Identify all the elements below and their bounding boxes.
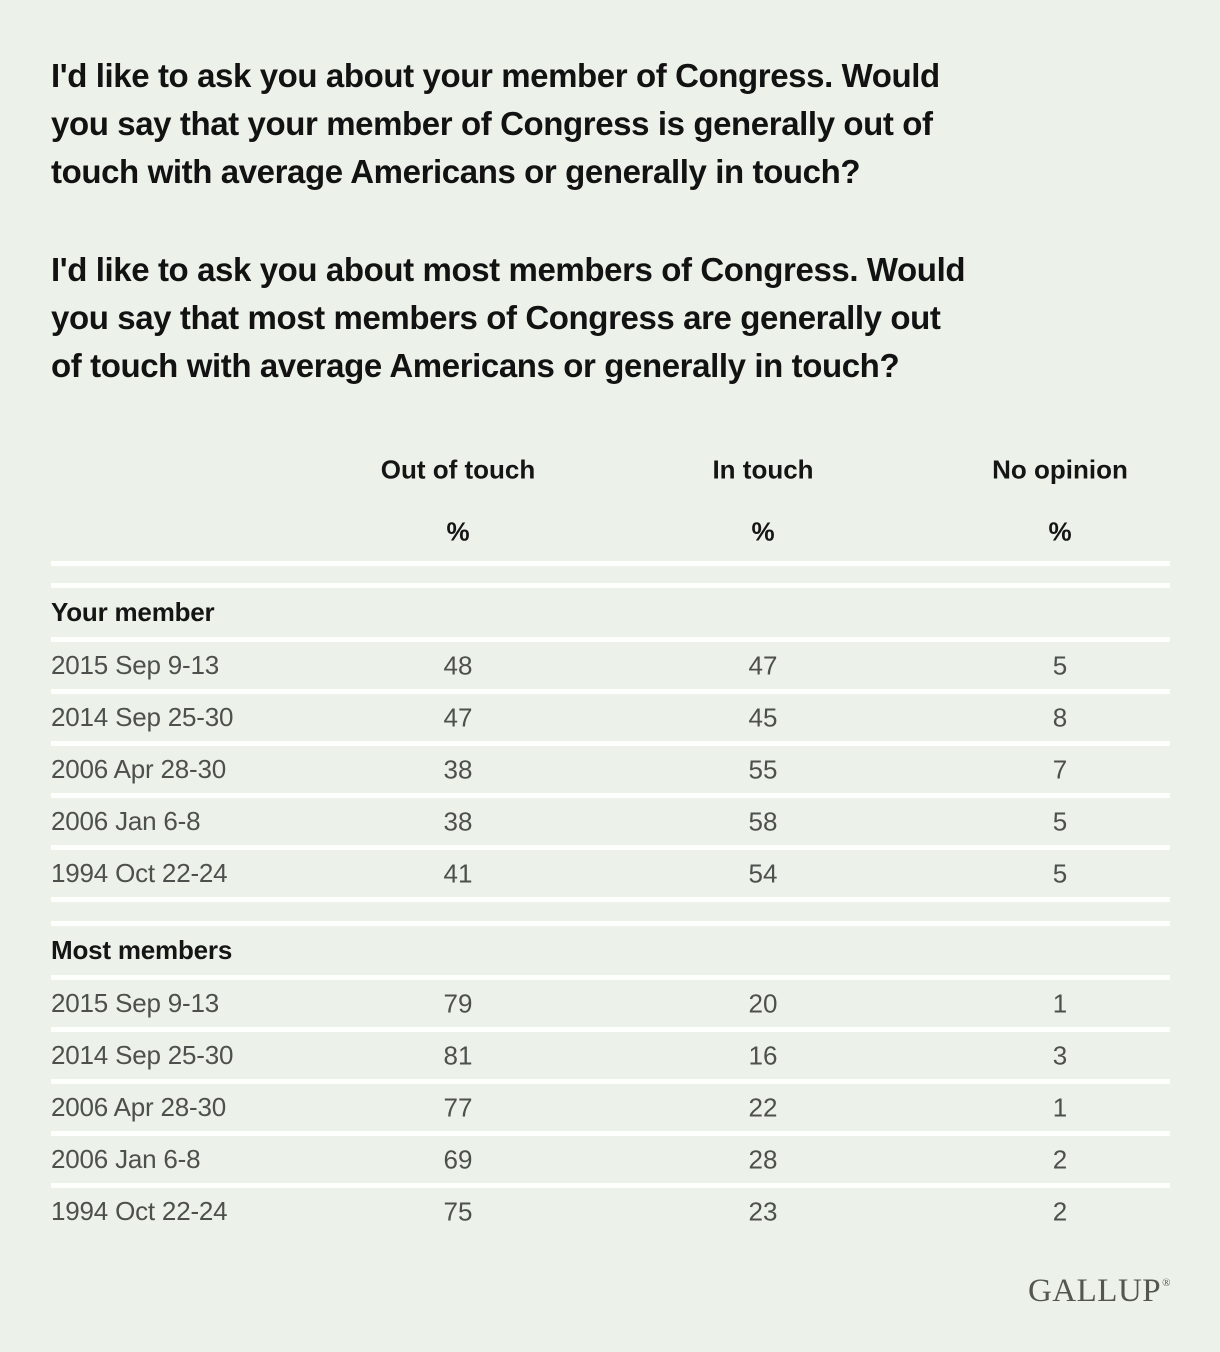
table-row: 2014 Sep 25-30 47 45 8 [51,694,1170,741]
column-header-in-touch: In touch [712,454,814,485]
row-date: 2015 Sep 9-13 [51,988,219,1018]
cell-in-touch: 28 [748,1144,778,1174]
cell-in-touch: 16 [748,1040,778,1070]
row-date: 2006 Jan 6-8 [51,1144,201,1174]
question-line: you say that most members of Congress ar… [51,299,941,336]
row-date: 2014 Sep 25-30 [51,1040,234,1070]
row-divider [51,921,1170,926]
cell-out-of-touch: 41 [443,858,473,888]
table-row: 2015 Sep 9-13 79 20 1 [51,980,1170,1027]
question-most-members: I'd like to ask you about most members o… [51,246,1170,390]
row-date: 2006 Jan 6-8 [51,806,201,836]
cell-out-of-touch: 47 [443,702,473,732]
cell-out-of-touch: 75 [443,1196,473,1226]
table-row: 2006 Apr 28-30 38 55 7 [51,746,1170,793]
question-your-member: I'd like to ask you about your member of… [51,52,1170,196]
cell-no-opinion: 7 [1052,754,1068,784]
cell-in-touch: 47 [748,650,778,680]
table-row: 2006 Apr 28-30 77 22 1 [51,1084,1170,1131]
cell-out-of-touch: 81 [443,1040,473,1070]
row-date: 2006 Apr 28-30 [51,1092,227,1122]
cell-no-opinion: 2 [1052,1144,1068,1174]
cell-in-touch: 54 [748,858,778,888]
gallup-logo-text: GALLUP [1027,1273,1162,1309]
cell-out-of-touch: 48 [443,650,473,680]
cell-out-of-touch: 77 [443,1092,473,1122]
cell-in-touch: 58 [748,806,778,836]
row-divider [51,975,1170,980]
row-divider [51,741,1170,746]
section-label: Most members [51,935,233,965]
table-row: 1994 Oct 22-24 75 23 2 [51,1188,1170,1235]
row-divider [51,1079,1170,1084]
question-line: touch with average Americans or generall… [51,153,861,190]
cell-out-of-touch: 69 [443,1144,473,1174]
cell-no-opinion: 8 [1052,702,1068,732]
row-divider [51,793,1170,798]
row-date: 2014 Sep 25-30 [51,702,234,732]
question-line: I'd like to ask you about your member of… [51,57,940,94]
row-divider [51,637,1170,642]
unit-row: % % % [51,508,1170,556]
cell-in-touch: 45 [748,702,778,732]
row-divider [51,689,1170,694]
cell-no-opinion: 3 [1052,1040,1068,1070]
row-divider [51,897,1170,902]
cell-out-of-touch: 38 [443,754,473,784]
cell-in-touch: 22 [748,1092,778,1122]
cell-out-of-touch: 38 [443,806,473,836]
row-date: 2006 Apr 28-30 [51,754,227,784]
section-spacer [51,902,1170,921]
table-row: 2015 Sep 9-13 48 47 5 [51,642,1170,689]
cell-no-opinion: 5 [1052,858,1068,888]
cell-no-opinion: 5 [1052,650,1068,680]
row-date: 1994 Oct 22-24 [51,858,228,888]
table-row: 2006 Jan 6-8 38 58 5 [51,798,1170,845]
cell-no-opinion: 1 [1052,1092,1068,1122]
unit-percent: % [751,516,775,547]
section-label: Your member [51,597,215,627]
column-header-row: Out of touch In touch No opinion [51,446,1170,494]
row-date: 2015 Sep 9-13 [51,650,219,680]
column-header-out-of-touch: Out of touch [380,454,536,485]
cell-in-touch: 20 [748,988,778,1018]
unit-percent: % [446,516,470,547]
section-spacer [51,566,1170,583]
cell-no-opinion: 2 [1052,1196,1068,1226]
poll-card: I'd like to ask you about your member of… [51,0,1171,1310]
column-header-no-opinion: No opinion [992,454,1128,485]
question-line: of touch with average Americans or gener… [51,347,900,384]
registered-trademark-icon: ® [1162,1277,1171,1289]
section-header-most-members: Most members [51,926,1170,975]
cell-in-touch: 23 [748,1196,778,1226]
cell-in-touch: 55 [748,754,778,784]
row-divider [51,1027,1170,1032]
results-table: Out of touch In touch No opinion % % % Y… [51,446,1170,1235]
row-date: 1994 Oct 22-24 [51,1196,228,1226]
table-row: 2014 Sep 25-30 81 16 3 [51,1032,1170,1079]
row-divider [51,1183,1170,1188]
cell-no-opinion: 1 [1052,988,1068,1018]
unit-percent: % [1048,516,1072,547]
gallup-logo: GALLUP® [1027,1273,1171,1309]
survey-questions: I'd like to ask you about your member of… [51,0,1170,390]
cell-no-opinion: 5 [1052,806,1068,836]
question-line: you say that your member of Congress is … [51,105,933,142]
table-row: 2006 Jan 6-8 69 28 2 [51,1136,1170,1183]
row-divider [51,845,1170,850]
cell-out-of-touch: 79 [443,988,473,1018]
question-line: I'd like to ask you about most members o… [51,251,966,288]
table-row: 1994 Oct 22-24 41 54 5 [51,850,1170,897]
row-divider [51,1131,1170,1136]
row-divider [51,561,1170,566]
row-divider [51,583,1170,588]
footer: GALLUP® [51,1273,1171,1310]
section-header-your-member: Your member [51,588,1170,637]
